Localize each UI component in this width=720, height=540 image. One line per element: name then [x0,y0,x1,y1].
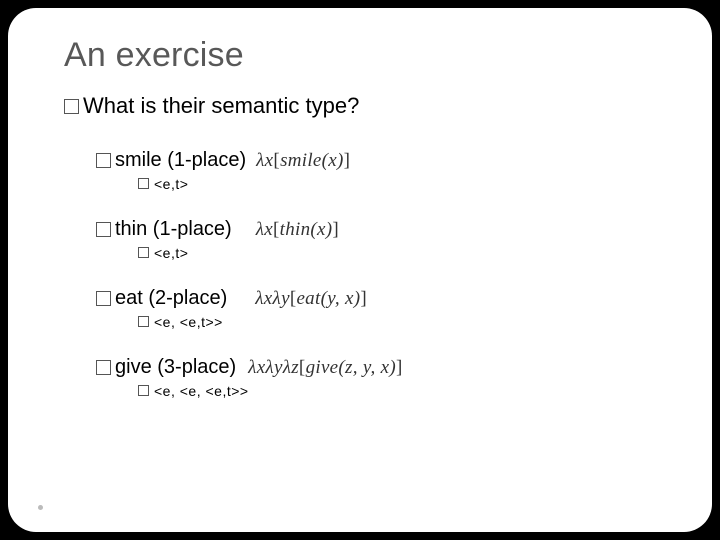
item-label: eat (2-place) [115,287,227,310]
bullet-icon [64,99,79,114]
formula-body: give(z, y, x) [306,357,396,378]
type-value: <e,t> [154,245,188,261]
slide-title: An exercise [64,36,664,75]
type-value: <e,t> [154,176,188,192]
item-head: eat (2-place) λxλy[eat(y, x)] [96,287,664,310]
lambda-prefix: λx [256,219,273,240]
lambda-prefix: λx [256,150,273,171]
lambda-formula: λx[thin(x)] [256,219,339,241]
bullet-small-icon [138,385,149,396]
list-item: give (3-place) λxλyλz[give(z, y, x)] <e,… [96,356,664,399]
list-item: thin (1-place) λx[thin(x)] <e,t> [96,218,664,261]
bullet-small-icon [138,247,149,258]
formula-body: eat(y, x) [296,288,360,309]
footer-dot-icon [38,505,43,510]
lambda-prefix: λxλy [255,288,290,309]
item-label: smile (1-place) [115,149,246,172]
lambda-formula: λx[smile(x)] [256,150,350,172]
lambda-prefix: λxλyλz [248,357,299,378]
type-line: <e, <e,t>> [138,314,664,330]
bracket-close-icon: ] [360,288,367,309]
item-label: thin (1-place) [115,218,232,241]
type-line: <e, <e, <e,t>> [138,383,664,399]
type-value: <e, <e,t>> [154,314,223,330]
bracket-close-icon: ] [332,219,339,240]
bullet-small-icon [138,178,149,189]
bullet-icon [96,291,111,306]
question-text: What is their semantic type? [83,93,359,118]
bullet-icon [96,153,111,168]
formula-body: smile(x) [280,150,344,171]
bullet-icon [96,360,111,375]
lambda-formula: λxλyλz[give(z, y, x)] [248,357,402,379]
type-line: <e,t> [138,176,664,192]
lambda-formula: λxλy[eat(y, x)] [255,288,367,310]
formula-body: thin(x) [280,219,333,240]
bracket-close-icon: ] [344,150,351,171]
bullet-icon [96,222,111,237]
list-item: smile (1-place) λx[smile(x)] <e,t> [96,149,664,192]
question-line: What is their semantic type? [64,93,664,119]
item-head: smile (1-place) λx[smile(x)] [96,149,664,172]
bullet-small-icon [138,316,149,327]
bracket-close-icon: ] [396,357,403,378]
type-value: <e, <e, <e,t>> [154,383,249,399]
slide: An exercise What is their semantic type?… [8,8,712,532]
bracket-open-icon: [ [299,357,306,378]
bracket-open-icon: [ [273,219,280,240]
list-item: eat (2-place) λxλy[eat(y, x)] <e, <e,t>> [96,287,664,330]
item-head: thin (1-place) λx[thin(x)] [96,218,664,241]
item-label: give (3-place) [115,356,236,379]
item-head: give (3-place) λxλyλz[give(z, y, x)] [96,356,664,379]
type-line: <e,t> [138,245,664,261]
